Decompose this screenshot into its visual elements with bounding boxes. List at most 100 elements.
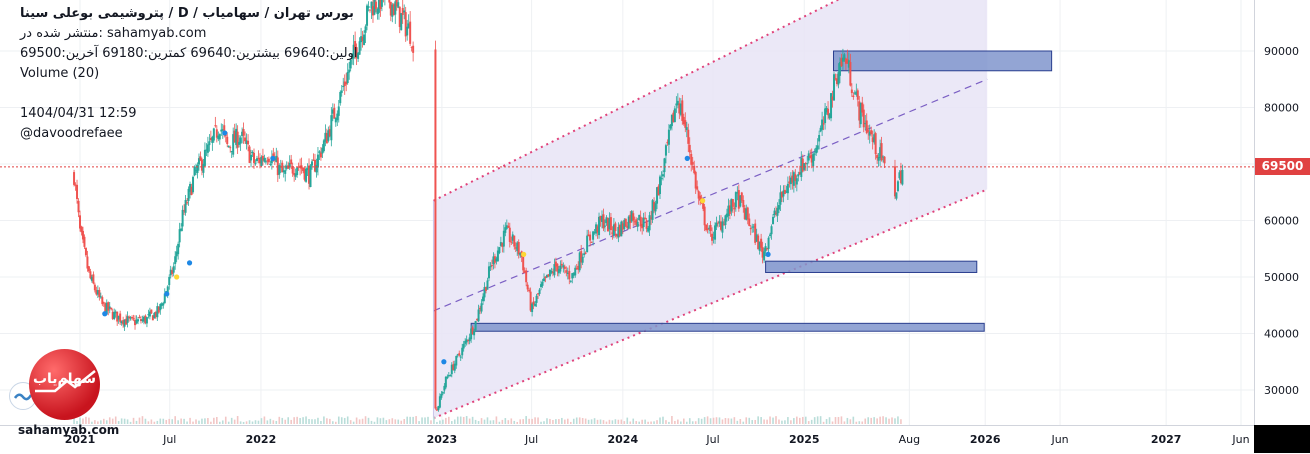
candle-body bbox=[541, 282, 544, 286]
candle-body bbox=[250, 154, 253, 161]
candle-body bbox=[407, 23, 410, 29]
candle-body bbox=[266, 160, 269, 162]
volume-bar bbox=[659, 417, 661, 424]
volume-bar bbox=[855, 421, 858, 424]
candle-body bbox=[893, 166, 896, 197]
volume-bar bbox=[459, 416, 462, 424]
candle-body bbox=[318, 151, 321, 153]
candle-body bbox=[798, 172, 801, 175]
volume-bar bbox=[739, 419, 742, 424]
volume-bar bbox=[575, 417, 578, 424]
volume-bar bbox=[775, 416, 777, 424]
candle-body bbox=[843, 54, 846, 61]
candle-body bbox=[437, 406, 440, 411]
volume-bar bbox=[436, 421, 438, 424]
candle-body bbox=[516, 242, 519, 251]
candle-body bbox=[877, 157, 880, 161]
volume-bar bbox=[477, 421, 480, 424]
candle-body bbox=[117, 315, 120, 320]
candle-body bbox=[400, 13, 403, 31]
candle-body bbox=[849, 61, 852, 86]
candle-body bbox=[211, 136, 214, 143]
candle-body bbox=[730, 198, 733, 212]
volume-bar bbox=[397, 419, 400, 424]
candle-body bbox=[276, 157, 279, 176]
candle-body bbox=[717, 222, 720, 224]
candle-body bbox=[572, 272, 575, 276]
signal-dot bbox=[521, 251, 527, 257]
candle-body bbox=[660, 178, 663, 180]
volume-bar bbox=[807, 421, 810, 424]
candle-body bbox=[545, 274, 548, 278]
candle-body bbox=[461, 347, 464, 356]
volume-bar bbox=[635, 421, 638, 424]
candle-body bbox=[199, 156, 202, 161]
candle-body bbox=[440, 394, 443, 398]
volume-bar bbox=[364, 416, 367, 424]
candle-body bbox=[554, 261, 557, 267]
candle-body bbox=[523, 270, 526, 273]
volume-bar bbox=[525, 416, 527, 424]
signal-dot bbox=[164, 291, 170, 297]
volume-bar bbox=[653, 421, 655, 424]
candle-body bbox=[322, 140, 325, 152]
volume-bar bbox=[513, 420, 516, 424]
candle-body bbox=[258, 157, 261, 164]
volume-bar bbox=[465, 416, 468, 424]
candle-body bbox=[373, 0, 376, 15]
candle-body bbox=[831, 96, 834, 101]
support-resistance-zones[interactable] bbox=[470, 50, 1053, 332]
volume-bar bbox=[254, 420, 257, 424]
candle-body bbox=[148, 311, 151, 317]
candle-body bbox=[131, 317, 134, 319]
volume-bar bbox=[308, 419, 310, 424]
candle-body bbox=[333, 107, 336, 119]
volume-bar bbox=[138, 417, 141, 424]
candle-body bbox=[609, 217, 612, 231]
candle-body bbox=[145, 317, 148, 324]
candle-body bbox=[895, 192, 898, 199]
zone-rectangle bbox=[833, 50, 1053, 72]
candle-body bbox=[449, 375, 452, 377]
candle-body bbox=[293, 173, 296, 176]
volume-bar bbox=[224, 416, 227, 424]
volume-bar bbox=[620, 419, 623, 424]
volume-bar bbox=[727, 418, 730, 424]
volume-bar bbox=[697, 418, 700, 424]
candle-body bbox=[404, 12, 407, 37]
candle-body bbox=[74, 184, 77, 186]
zone-rectangle bbox=[765, 260, 978, 273]
volume-bar bbox=[233, 419, 236, 424]
candle-body bbox=[632, 213, 635, 221]
candle-body bbox=[483, 287, 486, 298]
price-axis[interactable] bbox=[1254, 0, 1310, 425]
volume-bar bbox=[778, 419, 780, 424]
candle-body bbox=[128, 316, 131, 319]
candles bbox=[73, 0, 904, 424]
candle-body bbox=[151, 315, 154, 321]
candle-body bbox=[147, 314, 150, 316]
volume-indicator-label[interactable]: Volume (20) bbox=[20, 66, 100, 81]
candle-body bbox=[456, 354, 459, 356]
candle-body bbox=[190, 186, 193, 196]
volume-bar bbox=[394, 419, 397, 424]
time-axis[interactable] bbox=[0, 425, 1254, 454]
volume-bar bbox=[760, 417, 762, 424]
volume-bar bbox=[801, 416, 804, 424]
candle-body bbox=[706, 228, 709, 231]
candle-body bbox=[505, 225, 508, 229]
volume-bar bbox=[507, 420, 510, 424]
volume-bar bbox=[204, 418, 206, 424]
candle-body bbox=[876, 155, 879, 159]
volume-bar bbox=[450, 421, 453, 424]
candle-body bbox=[681, 100, 684, 121]
candle-body bbox=[244, 137, 247, 142]
candle-body bbox=[871, 137, 874, 142]
candle-body bbox=[746, 207, 749, 220]
volume-bar bbox=[858, 421, 861, 424]
volume-bar bbox=[162, 418, 165, 424]
candle-body bbox=[116, 311, 119, 322]
candle-body bbox=[659, 176, 662, 194]
candle-body bbox=[840, 58, 843, 67]
